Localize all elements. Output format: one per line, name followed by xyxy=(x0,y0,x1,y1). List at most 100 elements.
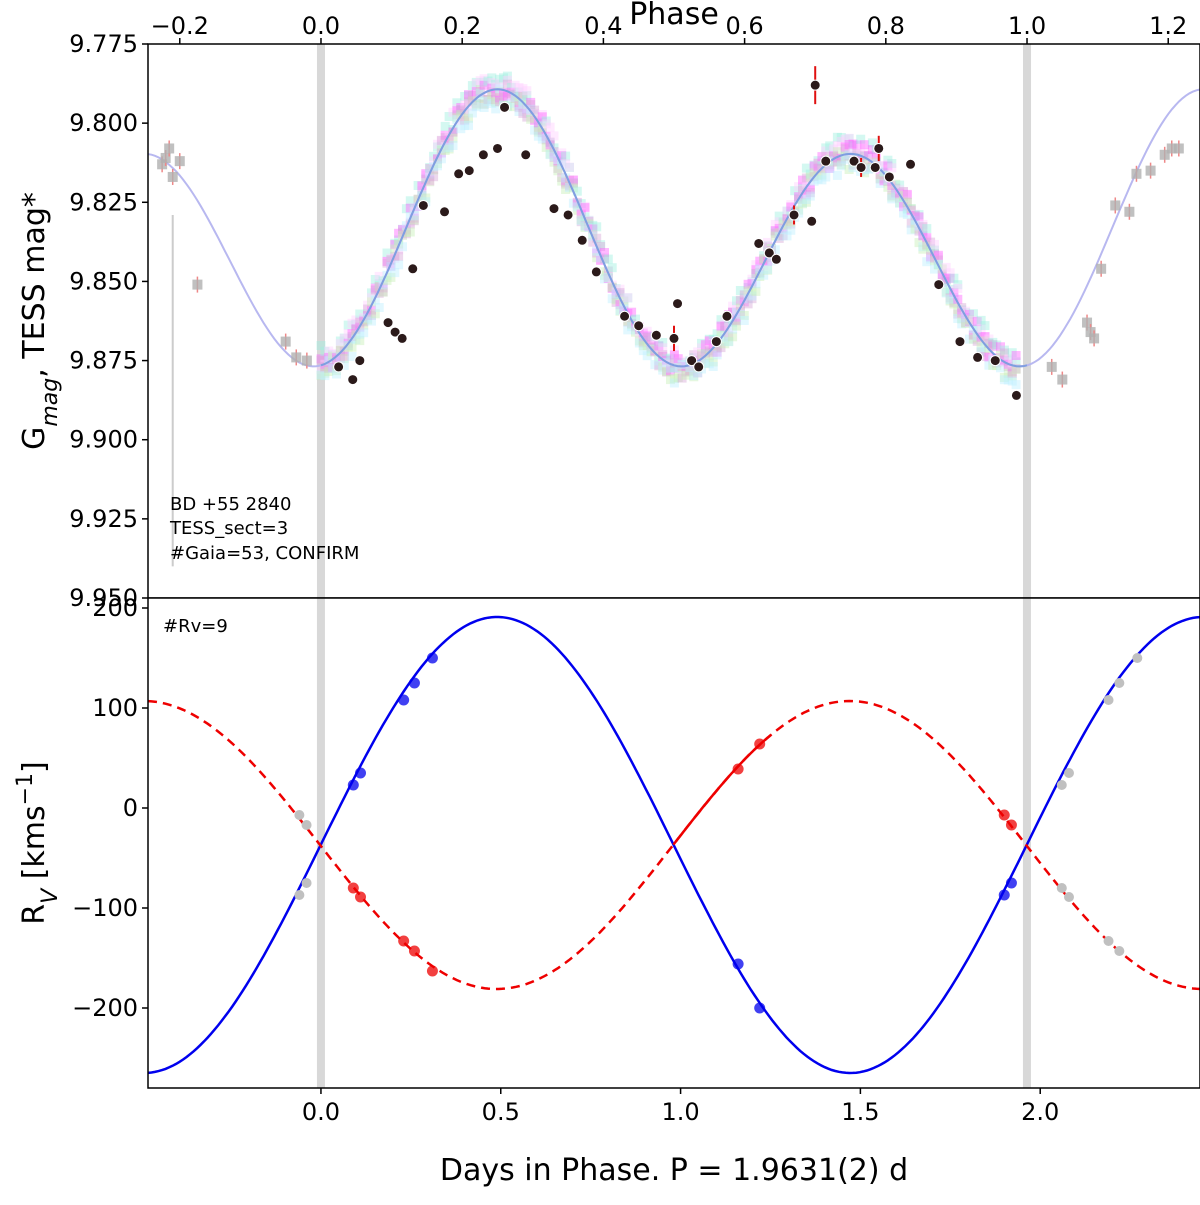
tess-point-103 xyxy=(382,257,392,267)
tess-point-964 xyxy=(937,264,947,274)
tess-point-410 xyxy=(580,203,590,213)
tess-point-610 xyxy=(708,357,718,367)
tess-point-749 xyxy=(798,198,807,208)
tess-point-77 xyxy=(363,313,373,323)
tess-point-84 xyxy=(370,275,380,284)
days-tick-label: 0.0 xyxy=(302,1098,340,1126)
tess-point-315 xyxy=(518,108,528,118)
tess-point-537 xyxy=(662,367,672,377)
tess-point-444 xyxy=(603,254,613,264)
tess-point-186 xyxy=(436,141,446,151)
tess-point-1074 xyxy=(1011,357,1021,367)
gaia-repeated-point xyxy=(1096,263,1107,274)
tess-point-919 xyxy=(910,209,920,219)
rv-tick-label: −200 xyxy=(72,994,138,1022)
tess-point-1079 xyxy=(1011,380,1021,390)
tess-point-595 xyxy=(700,353,710,363)
tess-point-361 xyxy=(549,131,559,141)
gaia-point xyxy=(417,199,429,211)
tess-point-95 xyxy=(374,303,384,312)
tess-point-682 xyxy=(755,272,765,281)
tess-point-198 xyxy=(444,112,454,121)
rv-ylabel-sub: V xyxy=(38,887,63,904)
tess-point-57 xyxy=(351,325,361,335)
tess-point-251 xyxy=(475,88,485,98)
tess-point-793 xyxy=(829,144,839,154)
tess-point-904 xyxy=(899,191,908,201)
tess-point-721 xyxy=(782,207,792,216)
gaia-point xyxy=(333,361,345,373)
tess-point-318 xyxy=(522,91,532,101)
tess-point-308 xyxy=(514,101,524,111)
tess-point-1030 xyxy=(980,336,990,346)
gaia-repeated-points xyxy=(157,140,1184,567)
gaia-point xyxy=(650,329,662,341)
tess-point-670 xyxy=(747,285,757,295)
tess-point-957 xyxy=(933,255,943,265)
tess-point-756 xyxy=(805,169,815,179)
tess-point-400 xyxy=(572,205,582,215)
tess-point-886 xyxy=(887,192,897,202)
tess-point-505 xyxy=(642,326,652,336)
gaia-point xyxy=(806,215,818,227)
tess-point-132 xyxy=(401,204,411,214)
tess-point-387 xyxy=(565,181,574,191)
tess-point-924 xyxy=(914,210,924,220)
tess-point-284 xyxy=(499,88,508,98)
tess-point-605 xyxy=(704,359,714,369)
tess-point-543 xyxy=(666,363,675,373)
tess-point-677 xyxy=(751,279,761,289)
tess-point-0 xyxy=(316,341,326,350)
tess-point-518 xyxy=(650,346,660,356)
tess-point-694 xyxy=(763,265,773,275)
tess-point-709 xyxy=(774,217,784,227)
tess-point-322 xyxy=(522,100,532,109)
gaia-point xyxy=(770,253,782,265)
tess-point-499 xyxy=(638,330,648,340)
tess-point-746 xyxy=(798,175,807,185)
tess-point-149 xyxy=(409,211,419,221)
rv-point-primary xyxy=(426,652,438,664)
tess-point-859 xyxy=(871,155,881,165)
tess-point-774 xyxy=(817,161,827,171)
tess-point-121 xyxy=(394,245,404,255)
ylabel-sub: mag xyxy=(38,378,63,427)
tess-point-67 xyxy=(359,313,369,323)
rv-point-primary xyxy=(408,677,420,689)
tess-point-391 xyxy=(568,175,578,185)
tess-point-174 xyxy=(429,151,439,161)
tess-point-351 xyxy=(541,135,551,145)
gaia-point xyxy=(439,206,451,218)
tess-point-171 xyxy=(425,164,435,173)
rv-ylabel-sup: −1 xyxy=(13,773,38,805)
tess-point-949 xyxy=(930,239,939,249)
tess-point-159 xyxy=(417,190,427,200)
tess-point-512 xyxy=(646,340,656,350)
tess-point-313 xyxy=(518,84,528,94)
tess-point-194 xyxy=(440,130,450,140)
tess-point-120 xyxy=(394,235,404,245)
tess-point-2 xyxy=(316,354,326,364)
tess-point-91 xyxy=(374,271,384,281)
tess-point-1069 xyxy=(1007,359,1017,369)
tess-point-13 xyxy=(324,346,334,356)
tess-point-376 xyxy=(557,176,567,186)
tess-point-997 xyxy=(961,306,971,316)
tess-point-406 xyxy=(576,215,586,225)
tess-point-921 xyxy=(910,211,920,221)
tess-point-140 xyxy=(405,203,415,213)
tess-point-1056 xyxy=(999,345,1009,355)
tess-point-20 xyxy=(328,362,338,372)
tess-point-982 xyxy=(949,299,959,309)
tess-point-695 xyxy=(763,264,773,274)
tess-point-240 xyxy=(471,77,481,87)
tess-point-872 xyxy=(879,176,889,186)
tess-point-835 xyxy=(856,143,866,153)
gaia-repeated-point xyxy=(1131,168,1142,179)
tess-point-853 xyxy=(867,154,877,163)
tess-point-432 xyxy=(596,240,606,250)
tess-point-987 xyxy=(953,309,963,319)
tess-point-1054 xyxy=(996,350,1005,360)
magnitude-axis-ticks: 9.775 9.800 9.825 9.850 9.875 9.900 9.925 9.950 xyxy=(69,30,148,612)
tess-point-750 xyxy=(801,163,811,173)
